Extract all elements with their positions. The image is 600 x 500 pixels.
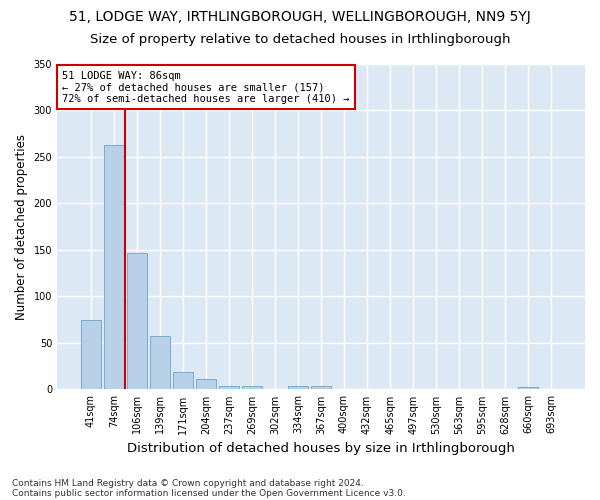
Text: Size of property relative to detached houses in Irthlingborough: Size of property relative to detached ho…: [90, 32, 510, 46]
Text: Contains HM Land Registry data © Crown copyright and database right 2024.: Contains HM Land Registry data © Crown c…: [12, 478, 364, 488]
Text: 51 LODGE WAY: 86sqm
← 27% of detached houses are smaller (157)
72% of semi-detac: 51 LODGE WAY: 86sqm ← 27% of detached ho…: [62, 70, 350, 104]
Text: 51, LODGE WAY, IRTHLINGBOROUGH, WELLINGBOROUGH, NN9 5YJ: 51, LODGE WAY, IRTHLINGBOROUGH, WELLINGB…: [69, 10, 531, 24]
Bar: [242, 386, 262, 390]
Bar: [518, 386, 538, 390]
Bar: [150, 336, 170, 390]
Bar: [219, 386, 239, 390]
Bar: [173, 372, 193, 390]
Y-axis label: Number of detached properties: Number of detached properties: [15, 134, 28, 320]
Bar: [196, 379, 216, 390]
Bar: [311, 386, 331, 390]
Bar: [127, 252, 146, 390]
X-axis label: Distribution of detached houses by size in Irthlingborough: Distribution of detached houses by size …: [127, 442, 515, 455]
Bar: [288, 386, 308, 390]
Bar: [104, 145, 124, 390]
Bar: [81, 320, 101, 390]
Text: Contains public sector information licensed under the Open Government Licence v3: Contains public sector information licen…: [12, 488, 406, 498]
